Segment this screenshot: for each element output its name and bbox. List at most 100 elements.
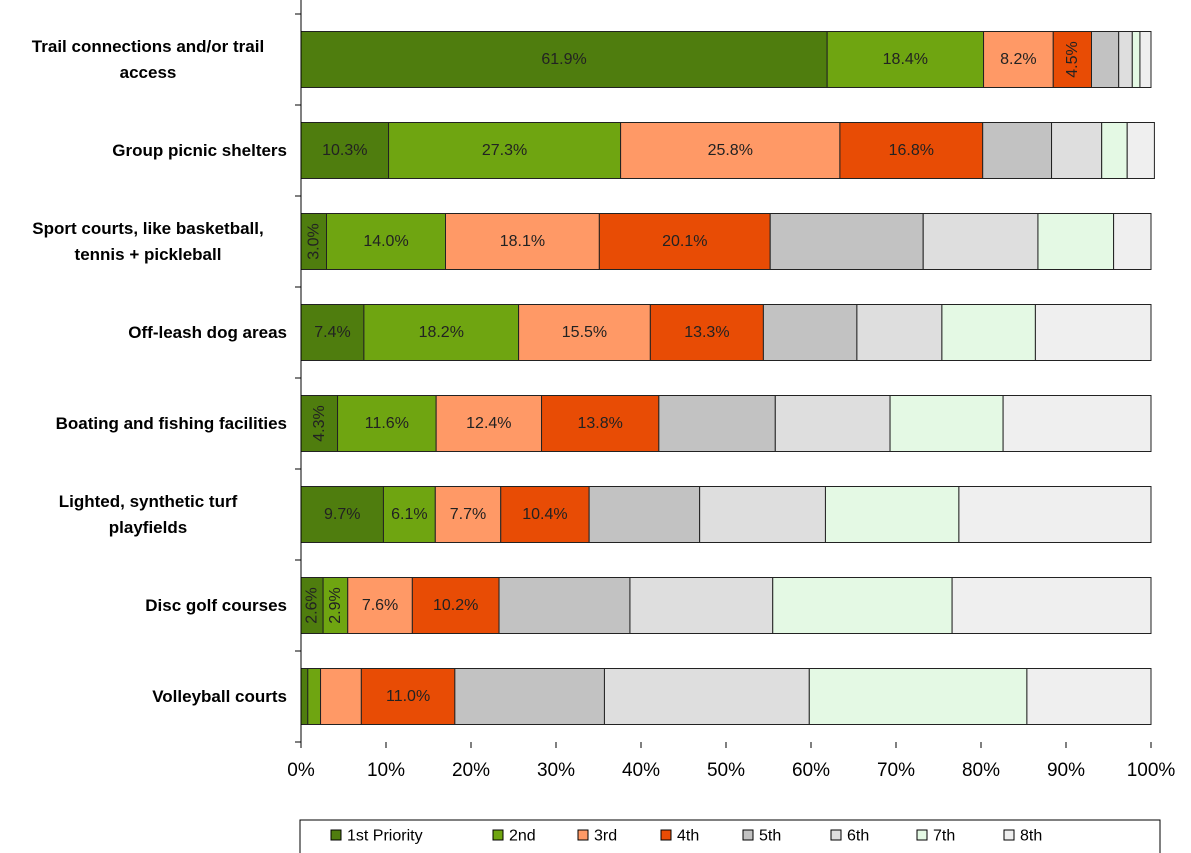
legend-label: 3rd	[594, 828, 617, 845]
bar-segment	[300, 304, 365, 361]
bar-segment	[434, 486, 502, 543]
category-label-line: Trail connections and/or trail	[32, 37, 264, 56]
bar-segment	[658, 395, 776, 452]
category-label: Trail connections and/or trail access	[32, 37, 264, 82]
bar-segment	[1131, 31, 1141, 88]
category-labels: Trail connections and/or trail access Grou…	[32, 37, 287, 706]
bar-segment	[1091, 31, 1120, 88]
data-label: 7.6%	[362, 597, 398, 614]
category-label-line: Disc golf courses	[145, 596, 287, 615]
legend-swatch	[330, 829, 342, 841]
legend-swatch	[660, 829, 672, 841]
bar-segment	[839, 122, 984, 179]
data-label: 4.5%	[1064, 41, 1081, 77]
legend: 1st Priority 2nd 3rd 4th 5th 6th 7th 8th	[299, 819, 1161, 853]
data-label: 9.7%	[324, 506, 360, 523]
x-tick-label: 70%	[877, 760, 915, 781]
bar-segment	[620, 122, 841, 179]
data-label: 18.2%	[419, 324, 464, 341]
category-label: Sport courts, like basketball, tennis + p…	[32, 219, 263, 264]
bar-segment	[1126, 122, 1155, 179]
category-label-line: Sport courts, like basketball,	[32, 219, 263, 238]
bar-segment	[941, 304, 1036, 361]
bar-segment	[307, 668, 322, 725]
axis-layer	[295, 0, 1152, 748]
data-label: 11.0%	[386, 688, 430, 705]
legend-label: 7th	[933, 828, 955, 845]
bar-segment	[498, 577, 631, 634]
bar-segment	[1118, 31, 1133, 88]
x-tick-label: 90%	[1047, 760, 1085, 781]
x-tick-label: 50%	[707, 760, 745, 781]
legend-label: 5th	[759, 828, 781, 845]
bar-segment	[629, 577, 774, 634]
legend-swatch	[1003, 829, 1015, 841]
bar-segment	[347, 577, 413, 634]
data-label: 18.1%	[500, 233, 545, 250]
bar-segment	[322, 577, 349, 634]
bar-segment	[1002, 395, 1152, 452]
category-label-line: access	[120, 63, 177, 82]
data-label: 7.7%	[450, 506, 486, 523]
data-label: 12.4%	[466, 415, 511, 432]
bar-segment	[326, 213, 446, 270]
data-label: 18.4%	[883, 51, 928, 68]
legend-label: 4th	[677, 828, 699, 845]
bar-segment	[699, 486, 826, 543]
x-tick-label: 80%	[962, 760, 1000, 781]
data-label: 6.1%	[391, 506, 427, 523]
x-tick-label: 0%	[287, 760, 315, 781]
data-label: 10.2%	[433, 597, 478, 614]
data-label: 10.3%	[322, 142, 367, 159]
bar-segment	[541, 395, 660, 452]
data-label: 3.0%	[305, 223, 322, 259]
data-label: 16.8%	[889, 142, 934, 159]
category-label: Off-leash dog areas	[128, 323, 287, 342]
bar-segment	[1051, 122, 1103, 179]
bar-segment	[856, 304, 943, 361]
bar-segment	[435, 395, 543, 452]
data-label: 2.9%	[327, 587, 344, 623]
legend-swatch	[830, 829, 842, 841]
bar-segment	[300, 122, 390, 179]
x-tick-label: 60%	[792, 760, 830, 781]
data-label: 4.3%	[311, 405, 328, 441]
category-label-line: Lighted, synthetic turf	[59, 492, 238, 511]
bar-segment	[1101, 122, 1128, 179]
legend-box	[299, 819, 1161, 853]
legend-swatch	[742, 829, 754, 841]
category-label-line: Off-leash dog areas	[128, 323, 287, 342]
bar-segment	[958, 486, 1152, 543]
bar-segment	[320, 668, 362, 725]
legend-swatch	[916, 829, 928, 841]
bar-segment	[1113, 213, 1152, 270]
bar-segment	[889, 395, 1004, 452]
bar-segment	[769, 213, 924, 270]
bar-segment	[649, 304, 764, 361]
bar-segment	[588, 486, 701, 543]
legend-label: 1st Priority	[347, 828, 423, 845]
x-tick-labels: 0% 10% 20% 30% 40% 50% 60% 70% 80% 90% 100%	[287, 760, 1175, 781]
bar-segment	[337, 395, 437, 452]
category-label: Group picnic shelters	[112, 141, 287, 160]
bar-segment	[300, 668, 309, 725]
legend-swatch	[492, 829, 504, 841]
bar-segment	[603, 668, 810, 725]
category-label: Volleyball courts	[152, 687, 287, 706]
category-label-line: playfields	[109, 518, 187, 537]
data-label: 27.3%	[482, 142, 527, 159]
category-label: Boating and fishing facilities	[56, 414, 287, 433]
legend-label: 6th	[847, 828, 869, 845]
data-label: 13.8%	[578, 415, 623, 432]
legend-swatch	[577, 829, 589, 841]
x-tick-label: 10%	[367, 760, 405, 781]
bar-segment	[762, 304, 858, 361]
x-tick-label: 20%	[452, 760, 490, 781]
bar-segment	[1034, 304, 1152, 361]
category-label-line: tennis + pickleball	[75, 245, 222, 264]
bar-segment	[454, 668, 605, 725]
bar-segment	[1026, 668, 1152, 725]
bar-segment	[1037, 213, 1115, 270]
bar-segment	[772, 577, 953, 634]
